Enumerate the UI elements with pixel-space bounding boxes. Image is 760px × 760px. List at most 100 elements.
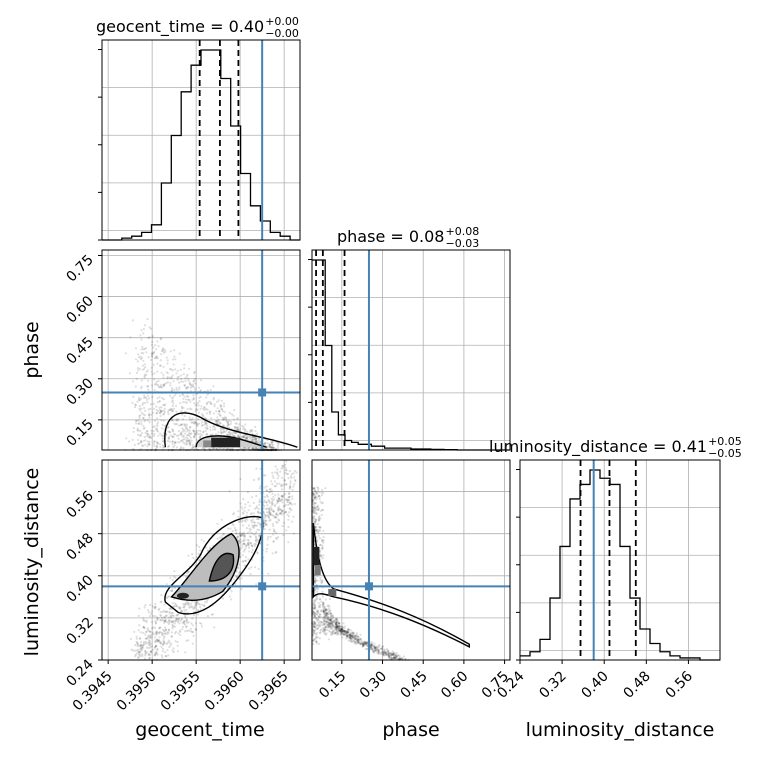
sample-point (162, 404, 165, 407)
sample-point (156, 383, 159, 386)
sample-point (249, 535, 252, 538)
sample-point (143, 373, 146, 376)
sample-point (314, 529, 318, 533)
sample-point (206, 389, 209, 392)
sample-point (349, 637, 352, 640)
sample-point (323, 620, 326, 623)
sample-point (153, 440, 156, 443)
sample-point (131, 438, 134, 441)
sample-point (166, 362, 169, 365)
sample-point (165, 583, 168, 586)
sample-point (166, 372, 169, 375)
sample-point (182, 380, 185, 383)
sample-point (191, 417, 194, 420)
sample-point (167, 410, 170, 414)
sample-point (392, 657, 395, 660)
sample-point (321, 546, 324, 549)
sample-point (212, 396, 216, 399)
sample-point (292, 515, 295, 518)
sample-point (315, 624, 318, 627)
sample-point (344, 632, 347, 635)
ylabel-phase: phase (21, 321, 43, 378)
sample-point (172, 620, 175, 623)
sample-point (184, 623, 187, 626)
sample-point (272, 528, 275, 531)
sample-point (219, 427, 222, 430)
sample-point (135, 371, 138, 374)
sample-point (217, 399, 220, 402)
sample-point (145, 347, 148, 350)
sample-point (254, 436, 257, 439)
sample-point (243, 536, 246, 540)
sample-point (230, 413, 234, 416)
sample-point (143, 401, 147, 404)
sample-point (161, 656, 164, 659)
sample-point (246, 531, 249, 535)
sample-point (156, 424, 159, 428)
sample-point (328, 624, 331, 627)
sample-point (172, 445, 175, 449)
sample-point (313, 631, 316, 634)
sample-point (395, 657, 398, 660)
sample-point (237, 515, 240, 519)
sample-point (324, 614, 327, 618)
sample-point (265, 508, 268, 511)
sample-point (314, 518, 317, 521)
sample-point (317, 609, 320, 612)
sample-point (355, 639, 358, 643)
sample-point (269, 490, 272, 493)
sample-point (141, 444, 145, 447)
sample-point (138, 644, 141, 647)
sample-point (176, 422, 179, 426)
sample-point (186, 439, 189, 442)
sample-point (148, 643, 151, 646)
sample-point (328, 605, 331, 608)
ylabel-luminosity_distance: luminosity_distance (21, 468, 43, 657)
sample-point (175, 605, 178, 608)
sample-point (155, 408, 158, 412)
sample-point (194, 382, 197, 385)
sample-point (331, 624, 334, 627)
sample-point (285, 483, 288, 486)
sample-point (252, 526, 255, 529)
sample-point (324, 617, 327, 621)
sample-point (272, 510, 275, 513)
sample-point (193, 402, 196, 405)
sample-point (253, 478, 256, 482)
sample-point (160, 642, 163, 645)
sample-point (295, 471, 298, 474)
sample-point (193, 370, 196, 373)
sample-point (171, 404, 174, 408)
sample-point (164, 618, 167, 621)
sample-point (327, 623, 330, 626)
sample-point (242, 435, 245, 439)
sample-point (250, 512, 253, 515)
sample-point (233, 435, 236, 438)
sample-point (191, 606, 195, 609)
sample-point (235, 529, 238, 532)
sample-point (162, 643, 165, 647)
sample-point (354, 640, 357, 643)
sample-point (154, 636, 157, 639)
sample-point (165, 597, 168, 600)
sample-point (145, 630, 148, 634)
sample-point (262, 507, 265, 510)
sample-point (170, 389, 174, 392)
sample-point (321, 501, 324, 504)
sample-point (253, 542, 256, 546)
sample-point (284, 471, 287, 474)
sample-point (142, 424, 145, 427)
sample-point (134, 419, 138, 423)
sample-point (312, 506, 315, 509)
sample-point (144, 654, 147, 657)
sample-point (323, 609, 326, 613)
sample-point (277, 509, 280, 512)
sample-point (280, 467, 283, 470)
sample-point (346, 635, 349, 638)
sample-point (145, 620, 148, 624)
sample-point (229, 527, 232, 530)
sample-point (244, 520, 247, 523)
sample-point (229, 422, 232, 426)
sample-point (272, 510, 275, 513)
